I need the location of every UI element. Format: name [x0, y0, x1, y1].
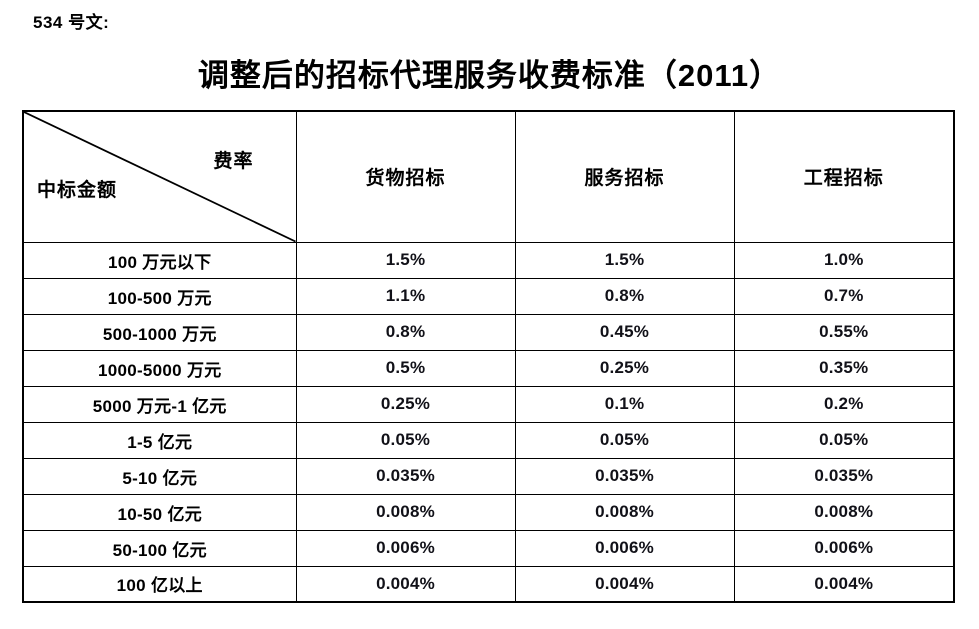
column-header-goods: 货物招标 — [295, 110, 516, 243]
cell-value: 0.035% — [514, 457, 735, 495]
cell-value: 0.05% — [295, 421, 516, 459]
fee-rate-table: 费率 中标金额 货物招标 服务招标 工程招标 100 万元以下 1.5% 1.5… — [22, 110, 955, 603]
table-row: 50-100 亿元 0.006% 0.006% 0.006% — [22, 529, 955, 567]
corner-label-bid-amount: 中标金额 — [37, 180, 118, 201]
cell-value: 0.2% — [733, 385, 955, 423]
table-header-row: 费率 中标金额 货物招标 服务招标 工程招标 — [22, 110, 955, 243]
cell-value: 1.0% — [733, 241, 955, 279]
cell-value: 0.55% — [733, 313, 955, 351]
column-header-engineering: 工程招标 — [733, 110, 955, 243]
table-row: 1000-5000 万元 0.5% 0.25% 0.35% — [22, 349, 955, 387]
table-corner-cell: 费率 中标金额 — [22, 110, 297, 243]
table-row: 100 万元以下 1.5% 1.5% 1.0% — [22, 241, 955, 279]
cell-value: 0.05% — [514, 421, 735, 459]
row-label: 100-500 万元 — [22, 277, 297, 315]
cell-value: 0.25% — [514, 349, 735, 387]
diagonal-divider-line — [24, 112, 295, 241]
cell-value: 0.008% — [295, 493, 516, 531]
cell-value: 1.1% — [295, 277, 516, 315]
cell-value: 1.5% — [514, 241, 735, 279]
table-row: 1-5 亿元 0.05% 0.05% 0.05% — [22, 421, 955, 459]
cell-value: 0.25% — [295, 385, 516, 423]
cell-value: 0.035% — [295, 457, 516, 495]
cell-value: 0.7% — [733, 277, 955, 315]
column-header-service: 服务招标 — [514, 110, 735, 243]
cell-value: 0.006% — [733, 529, 955, 567]
row-label: 5-10 亿元 — [22, 457, 297, 495]
row-label: 5000 万元-1 亿元 — [22, 385, 297, 423]
cell-value: 0.1% — [514, 385, 735, 423]
row-label: 500-1000 万元 — [22, 313, 297, 351]
row-label: 50-100 亿元 — [22, 529, 297, 567]
cell-value: 0.8% — [514, 277, 735, 315]
cell-value: 0.45% — [514, 313, 735, 351]
cell-value: 0.35% — [733, 349, 955, 387]
cell-value: 1.5% — [295, 241, 516, 279]
doc-number-label: 534 号文: — [33, 13, 110, 32]
cell-value: 0.004% — [733, 565, 955, 603]
cell-value: 0.8% — [295, 313, 516, 351]
row-label: 100 亿以上 — [22, 565, 297, 603]
row-label: 100 万元以下 — [22, 241, 297, 279]
row-label: 10-50 亿元 — [22, 493, 297, 531]
cell-value: 0.008% — [733, 493, 955, 531]
cell-value: 0.004% — [295, 565, 516, 603]
cell-value: 0.006% — [514, 529, 735, 567]
corner-label-fee-rate: 费率 — [213, 151, 254, 172]
table-row: 5000 万元-1 亿元 0.25% 0.1% 0.2% — [22, 385, 955, 423]
row-label: 1000-5000 万元 — [22, 349, 297, 387]
cell-value: 0.5% — [295, 349, 516, 387]
cell-value: 0.035% — [733, 457, 955, 495]
table-row: 100-500 万元 1.1% 0.8% 0.7% — [22, 277, 955, 315]
table-row: 500-1000 万元 0.8% 0.45% 0.55% — [22, 313, 955, 351]
cell-value: 0.006% — [295, 529, 516, 567]
page-title: 调整后的招标代理服务收费标准（2011） — [197, 58, 782, 93]
cell-value: 0.008% — [514, 493, 735, 531]
row-label: 1-5 亿元 — [22, 421, 297, 459]
table-row: 10-50 亿元 0.008% 0.008% 0.008% — [22, 493, 955, 531]
cell-value: 0.004% — [514, 565, 735, 603]
table-row: 5-10 亿元 0.035% 0.035% 0.035% — [22, 457, 955, 495]
cell-value: 0.05% — [733, 421, 955, 459]
table-row: 100 亿以上 0.004% 0.004% 0.004% — [22, 565, 955, 603]
